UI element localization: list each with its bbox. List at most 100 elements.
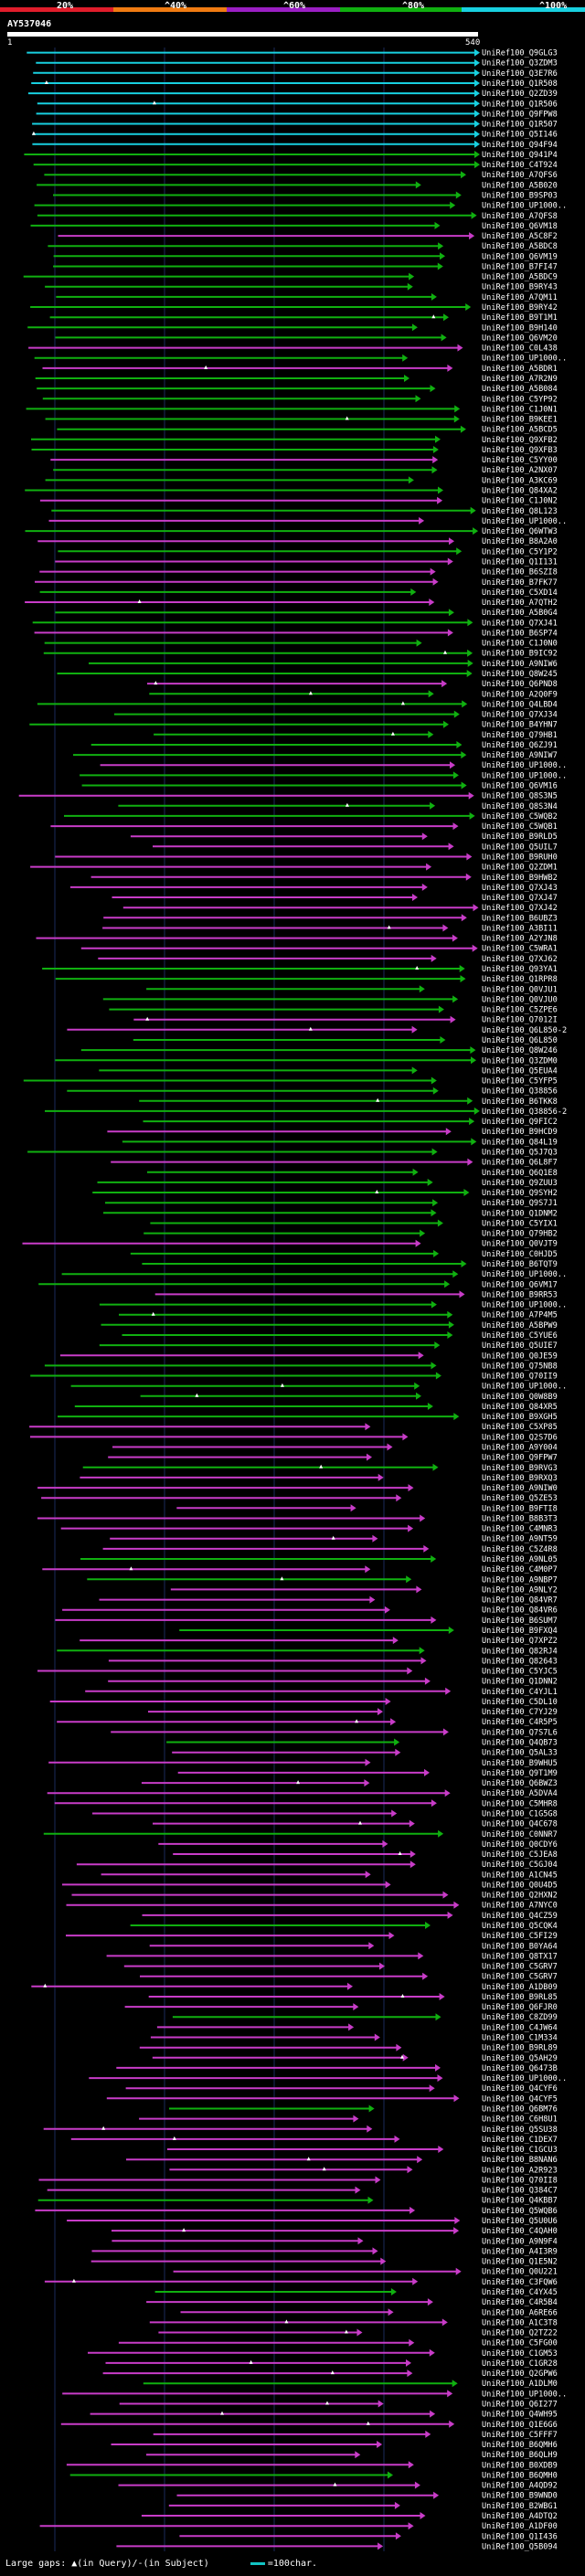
hit-label[interactable]: UniRef100_Q3ZDM0 xyxy=(482,1056,558,1065)
hit-label[interactable]: UniRef100_A7NYC0 xyxy=(482,1902,558,1911)
hit-label[interactable]: UniRef100_A1C3T8 xyxy=(482,2318,558,2327)
hit-label[interactable]: UniRef100_B0YA64 xyxy=(482,1942,558,1951)
hit-label[interactable]: UniRef100_Q4KBB7 xyxy=(482,2197,558,2206)
hit-label[interactable]: UniRef100_C6H8U1 xyxy=(482,2115,558,2125)
hit-label[interactable]: UniRef100_B6TQT9 xyxy=(482,1260,558,1269)
hit-label[interactable]: UniRef100_A5C8F2 xyxy=(482,232,558,241)
hit-label[interactable]: UniRef100_B6SUM7 xyxy=(482,1617,558,1626)
hit-label[interactable]: UniRef100_Q8L123 xyxy=(482,507,558,516)
hit-label[interactable]: UniRef100_A1DB09 xyxy=(482,1983,558,1992)
hit-label[interactable]: UniRef100_Q94F94 xyxy=(482,141,558,150)
hit-label[interactable]: UniRef100_B9KEE1 xyxy=(482,416,558,425)
hit-label[interactable]: UniRef100_Q70II9 xyxy=(482,1373,558,1382)
hit-label[interactable]: UniRef100_Q0JE59 xyxy=(482,1352,558,1361)
hit-label[interactable]: UniRef100_B7FK77 xyxy=(482,578,558,588)
hit-label[interactable]: UniRef100_C5ZPE6 xyxy=(482,1006,558,1015)
hit-label[interactable]: UniRef100_A9NIW7 xyxy=(482,751,558,760)
hit-label[interactable]: UniRef100_A5BDR1 xyxy=(482,365,558,374)
hit-label[interactable]: UniRef100_B6UBZ3 xyxy=(482,914,558,923)
hit-label[interactable]: UniRef100_A4I3R9 xyxy=(482,2247,558,2256)
hit-label[interactable]: UniRef100_UP1000.. xyxy=(482,761,567,770)
hit-label[interactable]: UniRef100_B9FTI8 xyxy=(482,1504,558,1513)
hit-label[interactable]: UniRef100_UP1000.. xyxy=(482,355,567,364)
hit-label[interactable]: UniRef100_Q4CYF6 xyxy=(482,2084,558,2094)
hit-label[interactable]: UniRef100_Q79HB2 xyxy=(482,1230,558,1239)
hit-label[interactable]: UniRef100_Q6ZJ91 xyxy=(482,741,558,750)
hit-label[interactable]: UniRef100_Q0U4D5 xyxy=(482,1881,558,1890)
hit-label[interactable]: UniRef100_C4JW64 xyxy=(482,2023,558,2032)
hit-label[interactable]: UniRef100_Q9T1M9 xyxy=(482,1769,558,1778)
hit-label[interactable]: UniRef100_Q75NB8 xyxy=(482,1362,558,1371)
hit-label[interactable]: UniRef100_UP1000.. xyxy=(482,771,567,780)
hit-label[interactable]: UniRef100_Q9GLG3 xyxy=(482,49,558,58)
hit-label[interactable]: UniRef100_C5Y1P2 xyxy=(482,547,558,557)
hit-label[interactable]: UniRef100_C5YFP5 xyxy=(482,1077,558,1087)
hit-label[interactable]: UniRef100_UP1000.. xyxy=(482,517,567,526)
hit-label[interactable]: UniRef100_Q4C678 xyxy=(482,1820,558,1829)
hit-label[interactable]: UniRef100_C4R5B4 xyxy=(482,2298,558,2307)
hit-label[interactable]: UniRef100_C1GCU3 xyxy=(482,2146,558,2155)
hit-label[interactable]: UniRef100_Q0VJT9 xyxy=(482,1240,558,1249)
hit-label[interactable]: UniRef100_Q84XR5 xyxy=(482,1403,558,1412)
hit-label[interactable]: UniRef100_A3BI11 xyxy=(482,925,558,934)
hit-label[interactable]: UniRef100_B4YHN7 xyxy=(482,721,558,730)
hit-label[interactable]: UniRef100_C4T924 xyxy=(482,161,558,170)
hit-label[interactable]: UniRef100_Q1DNM2 xyxy=(482,1209,558,1218)
hit-label[interactable]: UniRef100_C4R5P5 xyxy=(482,1718,558,1727)
hit-label[interactable]: UniRef100_Q1I131 xyxy=(482,558,558,567)
hit-label[interactable]: UniRef100_B6SZI8 xyxy=(482,568,558,578)
hit-label[interactable]: UniRef100_B9RLD5 xyxy=(482,832,558,842)
hit-label[interactable]: UniRef100_B8B3T3 xyxy=(482,1515,558,1524)
hit-label[interactable]: UniRef100_C1J0N1 xyxy=(482,405,558,414)
hit-label[interactable]: UniRef100_UP1000.. xyxy=(482,2390,567,2399)
hit-label[interactable]: UniRef100_Q6WTW3 xyxy=(482,527,558,536)
hit-label[interactable]: UniRef100_Q5AL33 xyxy=(482,1749,558,1758)
hit-label[interactable]: UniRef100_B9RL89 xyxy=(482,2044,558,2053)
hit-label[interactable]: UniRef100_A3KC69 xyxy=(482,476,558,485)
hit-label[interactable]: UniRef100_A9NIW6 xyxy=(482,660,558,669)
hit-label[interactable]: UniRef100_B9RR53 xyxy=(482,1290,558,1299)
hit-label[interactable]: UniRef100_B9WHU5 xyxy=(482,1759,558,1768)
hit-label[interactable]: UniRef100_C5FI29 xyxy=(482,1932,558,1941)
hit-label[interactable]: UniRef100_C5MHR8 xyxy=(482,1799,558,1808)
hit-label[interactable]: UniRef100_Q0VJU0 xyxy=(482,995,558,1004)
hit-label[interactable]: UniRef100_Q8TX17 xyxy=(482,1952,558,1961)
hit-label[interactable]: UniRef100_B9RL85 xyxy=(482,1993,558,2002)
hit-label[interactable]: UniRef100_Q7S7L6 xyxy=(482,1728,558,1737)
hit-label[interactable]: UniRef100_Q6VM19 xyxy=(482,252,558,261)
hit-label[interactable]: UniRef100_C4M0P7 xyxy=(482,1565,558,1574)
hit-label[interactable]: UniRef100_B9RY42 xyxy=(482,303,558,313)
hit-label[interactable]: UniRef100_A1DLM0 xyxy=(482,2380,558,2389)
hit-label[interactable]: UniRef100_C5JEA8 xyxy=(482,1850,558,1860)
hit-label[interactable]: UniRef100_A5B084 xyxy=(482,385,558,394)
hit-label[interactable]: UniRef100_Q7XJ41 xyxy=(482,619,558,628)
hit-label[interactable]: UniRef100_Q6VM17 xyxy=(482,1280,558,1289)
hit-label[interactable]: UniRef100_B9RVG3 xyxy=(482,1464,558,1473)
hit-label[interactable]: UniRef100_Q5EUA4 xyxy=(482,1066,558,1076)
hit-label[interactable]: UniRef100_C5WRA1 xyxy=(482,945,558,954)
hit-label[interactable]: UniRef100_C1GM53 xyxy=(482,2349,558,2359)
hit-label[interactable]: UniRef100_Q93YA1 xyxy=(482,965,558,974)
hit-label[interactable]: UniRef100_C0HJD5 xyxy=(482,1250,558,1259)
hit-label[interactable]: UniRef100_A5B0G4 xyxy=(482,609,558,618)
hit-label[interactable]: UniRef100_C5YP92 xyxy=(482,395,558,404)
hit-label[interactable]: UniRef100_Q5SU38 xyxy=(482,2125,558,2135)
hit-label[interactable]: UniRef100_B6QMH0 xyxy=(482,2472,558,2481)
hit-label[interactable]: UniRef100_Q384C7 xyxy=(482,2187,558,2196)
hit-label[interactable]: UniRef100_Q1E6G6 xyxy=(482,2421,558,2430)
hit-label[interactable]: UniRef100_Q8W245 xyxy=(482,670,558,679)
hit-label[interactable]: UniRef100_A5BCD5 xyxy=(482,426,558,435)
hit-label[interactable]: UniRef100_C1DEX7 xyxy=(482,2136,558,2145)
hit-label[interactable]: UniRef100_A4DTQ2 xyxy=(482,2512,558,2521)
hit-label[interactable]: UniRef100_B7FI47 xyxy=(482,263,558,272)
hit-label[interactable]: UniRef100_C5GRV7 xyxy=(482,1963,558,1972)
hit-label[interactable]: UniRef100_A2R923 xyxy=(482,2166,558,2175)
hit-label[interactable]: UniRef100_A7R2N9 xyxy=(482,375,558,384)
hit-label[interactable]: UniRef100_C1M334 xyxy=(482,2034,558,2043)
hit-label[interactable]: UniRef100_B9WND0 xyxy=(482,2492,558,2501)
hit-label[interactable]: UniRef100_C7YJ29 xyxy=(482,1708,558,1717)
hit-label[interactable]: UniRef100_A9NIW0 xyxy=(482,1484,558,1493)
hit-label[interactable]: UniRef100_A2Q0F9 xyxy=(482,690,558,699)
hit-label[interactable]: UniRef100_C8ZD99 xyxy=(482,2013,558,2022)
hit-label[interactable]: UniRef100_Q8W246 xyxy=(482,1046,558,1055)
